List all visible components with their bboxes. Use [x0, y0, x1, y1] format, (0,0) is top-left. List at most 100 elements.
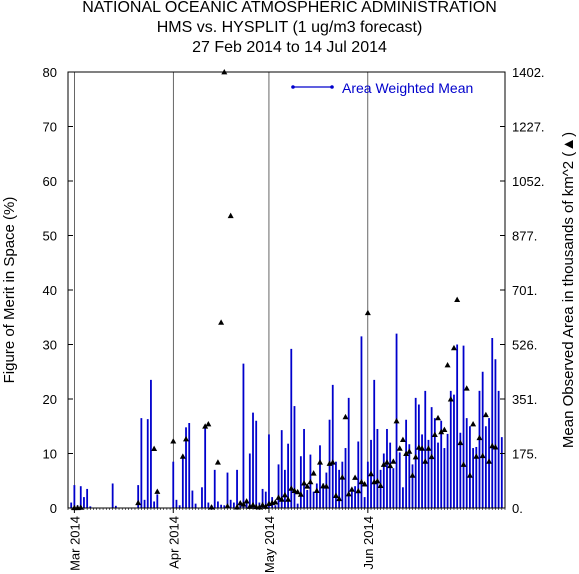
- triangle-marker: [250, 501, 257, 508]
- triangle-marker: [396, 445, 403, 451]
- triangle-marker: [336, 495, 343, 502]
- legend-label: Area Weighted Mean: [342, 80, 473, 96]
- y-right-tick-label: 1402.: [512, 65, 545, 80]
- triangle-marker: [393, 417, 400, 424]
- triangle-marker: [383, 459, 390, 465]
- triangle-marker: [218, 319, 225, 325]
- triangle-marker: [412, 453, 419, 460]
- triangle-marker: [435, 414, 442, 421]
- triangle-marker: [237, 500, 244, 506]
- triangle-marker: [419, 445, 426, 451]
- triangle-marker: [361, 481, 368, 487]
- triangle-marker: [409, 472, 416, 478]
- triangle-marker: [486, 458, 493, 464]
- triangle-marker: [307, 478, 314, 485]
- triangle-marker: [339, 474, 346, 480]
- triangle-marker: [329, 459, 336, 465]
- y-left-tick-label: 40: [43, 283, 57, 298]
- triangle-marker: [422, 458, 429, 464]
- triangle-marker: [466, 472, 473, 478]
- triangle-marker: [374, 477, 381, 484]
- triangle-marker: [444, 361, 451, 368]
- triangle-marker: [291, 487, 298, 493]
- triangle-marker: [406, 448, 413, 454]
- triangle-marker: [316, 459, 323, 465]
- y-left-tick-label: 80: [43, 65, 57, 80]
- triangle-marker: [294, 488, 301, 495]
- triangle-marker: [348, 486, 355, 492]
- triangle-marker: [368, 470, 375, 477]
- y-left-tick-label: 10: [43, 447, 57, 462]
- triangle-marker: [399, 436, 406, 442]
- triangle-marker: [179, 453, 186, 459]
- x-month-label: May 2014: [262, 516, 277, 573]
- triangle-marker: [202, 423, 209, 429]
- triangle-marker: [313, 487, 320, 493]
- triangle-marker: [240, 501, 247, 507]
- y-right-tick-label: 351.: [512, 392, 537, 407]
- y-left-tick-label: 0: [50, 501, 57, 516]
- triangle-marker: [151, 445, 158, 452]
- triangle-marker: [272, 499, 279, 505]
- x-month-label: Apr 2014: [166, 516, 181, 569]
- y-left-tick-label: 20: [43, 392, 57, 407]
- y-right-axis-title: Mean Observed Area in thousands of km^2 …: [560, 132, 577, 448]
- y-right-tick-label: 0.: [512, 501, 523, 516]
- legend-swatch-dot: [330, 85, 334, 89]
- triangle-marker: [281, 491, 288, 498]
- y-right-tick-label: 701.: [512, 283, 537, 298]
- triangle-marker: [301, 480, 308, 486]
- x-month-label: Mar 2014: [67, 516, 82, 571]
- triangle-marker: [387, 462, 394, 469]
- triangle-marker: [297, 491, 304, 497]
- triangle-marker: [441, 426, 448, 433]
- triangle-marker: [460, 461, 467, 467]
- triangle-marker: [463, 385, 470, 391]
- triangle-marker: [323, 483, 330, 489]
- triangle-marker: [288, 485, 295, 491]
- y-right-tick-label: 1227.: [512, 120, 545, 135]
- triangle-marker: [259, 501, 266, 508]
- triangle-marker: [332, 492, 339, 498]
- triangle-marker: [310, 470, 317, 476]
- triangle-marker: [358, 478, 365, 485]
- plot-frame: [67, 71, 506, 509]
- triangle-marker: [227, 212, 234, 219]
- y-left-tick-label: 30: [43, 338, 57, 353]
- y-left-tick-label: 70: [43, 120, 57, 135]
- y-right-tick-label: 1052.: [512, 174, 545, 189]
- y-left-tick-label: 60: [43, 174, 57, 189]
- agency-title: NATIONAL OCEANIC ATMOSPHERIC ADMINISTRAT…: [82, 0, 497, 16]
- triangle-marker: [431, 431, 438, 438]
- triangle-marker: [214, 459, 221, 465]
- triangle-marker: [489, 442, 496, 449]
- triangle-marker: [246, 503, 253, 509]
- legend-swatch-dot: [291, 85, 295, 89]
- triangle-marker: [492, 444, 499, 450]
- triangle-marker: [457, 439, 464, 446]
- triangle-marker: [205, 421, 212, 427]
- triangle-marker: [183, 435, 190, 442]
- triangle-marker: [342, 413, 349, 420]
- triangle-marker: [285, 496, 292, 502]
- triangle-marker: [135, 499, 142, 506]
- y-right-tick-label: 877.: [512, 229, 537, 244]
- triangle-marker: [482, 411, 489, 418]
- triangle-marker: [345, 491, 352, 497]
- triangle-marker: [278, 496, 285, 502]
- triangle-marker: [470, 421, 477, 427]
- triangle-marker: [438, 428, 445, 435]
- triangle-marker: [304, 483, 311, 489]
- triangle-marker: [243, 498, 250, 504]
- date-range-subtitle: 27 Feb 2014 to 14 Jul 2014: [192, 39, 387, 56]
- triangle-marker: [377, 482, 384, 489]
- triangle-marker: [275, 494, 282, 500]
- x-month-label: Jun 2014: [361, 516, 376, 570]
- y-left-axis-title: Figure of Merit in Space (%): [1, 197, 18, 384]
- triangle-marker: [428, 453, 435, 460]
- triangle-marker: [476, 434, 483, 441]
- triangle-marker: [454, 296, 461, 303]
- y-left-tick-label: 50: [43, 229, 57, 244]
- triangle-marker: [154, 488, 161, 494]
